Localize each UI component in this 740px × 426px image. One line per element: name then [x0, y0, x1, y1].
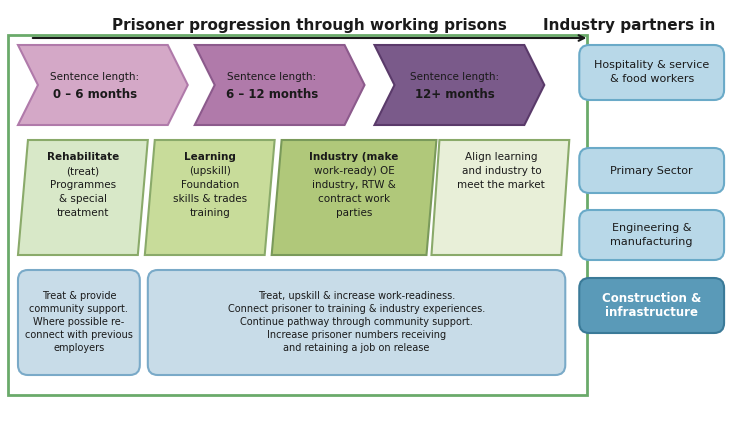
Text: Programmes: Programmes — [50, 180, 116, 190]
Text: contract work: contract work — [318, 194, 390, 204]
Text: Learning: Learning — [184, 152, 235, 162]
Text: Construction &: Construction & — [602, 292, 702, 305]
Text: Industry (make: Industry (make — [309, 152, 399, 162]
Text: manufacturing: manufacturing — [610, 237, 693, 247]
Text: Hospitality & service: Hospitality & service — [594, 60, 710, 70]
Text: training: training — [189, 208, 230, 218]
Text: & food workers: & food workers — [610, 75, 694, 84]
FancyBboxPatch shape — [148, 270, 565, 375]
Text: and industry to: and industry to — [462, 166, 541, 176]
Text: Align learning: Align learning — [465, 152, 538, 162]
Text: Engineering &: Engineering & — [612, 223, 691, 233]
Polygon shape — [18, 140, 148, 255]
Text: treatment: treatment — [57, 208, 109, 218]
Text: Connect prisoner to training & industry experiences.: Connect prisoner to training & industry … — [228, 304, 485, 314]
FancyBboxPatch shape — [579, 210, 724, 260]
Text: Rehabilitate: Rehabilitate — [47, 152, 119, 162]
Text: industry, RTW &: industry, RTW & — [312, 180, 396, 190]
Text: 0 – 6 months: 0 – 6 months — [53, 89, 137, 101]
Text: Primary Sector: Primary Sector — [610, 165, 693, 176]
Text: employers: employers — [53, 343, 104, 353]
Text: & special: & special — [59, 194, 107, 204]
Text: Increase prisoner numbers receiving: Increase prisoner numbers receiving — [267, 330, 446, 340]
Text: and retaining a job on release: and retaining a job on release — [283, 343, 430, 353]
Polygon shape — [195, 45, 365, 125]
Text: 6 – 12 months: 6 – 12 months — [226, 89, 317, 101]
Text: infrastructure: infrastructure — [605, 306, 698, 319]
Text: parties: parties — [336, 208, 372, 218]
Text: (upskill): (upskill) — [189, 166, 231, 176]
Text: work-ready) OE: work-ready) OE — [314, 166, 394, 176]
Text: Industry partners in: Industry partners in — [543, 18, 716, 33]
FancyBboxPatch shape — [579, 278, 724, 333]
Text: Treat & provide: Treat & provide — [41, 291, 116, 301]
Text: skills & trades: skills & trades — [172, 194, 247, 204]
Text: connect with previous: connect with previous — [25, 330, 133, 340]
Text: 12+ months: 12+ months — [414, 89, 494, 101]
Polygon shape — [374, 45, 545, 125]
Polygon shape — [145, 140, 275, 255]
Text: Sentence length:: Sentence length: — [50, 72, 139, 82]
Text: Sentence length:: Sentence length: — [410, 72, 499, 82]
Text: Prisoner progression through working prisons: Prisoner progression through working pri… — [112, 18, 507, 33]
Text: Continue pathway through community support.: Continue pathway through community suppo… — [240, 317, 473, 327]
Bar — [8, 35, 588, 395]
Text: meet the market: meet the market — [457, 180, 545, 190]
FancyBboxPatch shape — [579, 148, 724, 193]
Polygon shape — [18, 45, 188, 125]
Polygon shape — [431, 140, 569, 255]
Polygon shape — [272, 140, 437, 255]
Text: Sentence length:: Sentence length: — [227, 72, 316, 82]
Text: Foundation: Foundation — [181, 180, 239, 190]
Text: community support.: community support. — [30, 304, 128, 314]
Text: Where possible re-: Where possible re- — [33, 317, 124, 327]
Text: Treat, upskill & increase work-readiness.: Treat, upskill & increase work-readiness… — [258, 291, 455, 301]
Text: (treat): (treat) — [67, 166, 99, 176]
FancyBboxPatch shape — [18, 270, 140, 375]
FancyBboxPatch shape — [579, 45, 724, 100]
